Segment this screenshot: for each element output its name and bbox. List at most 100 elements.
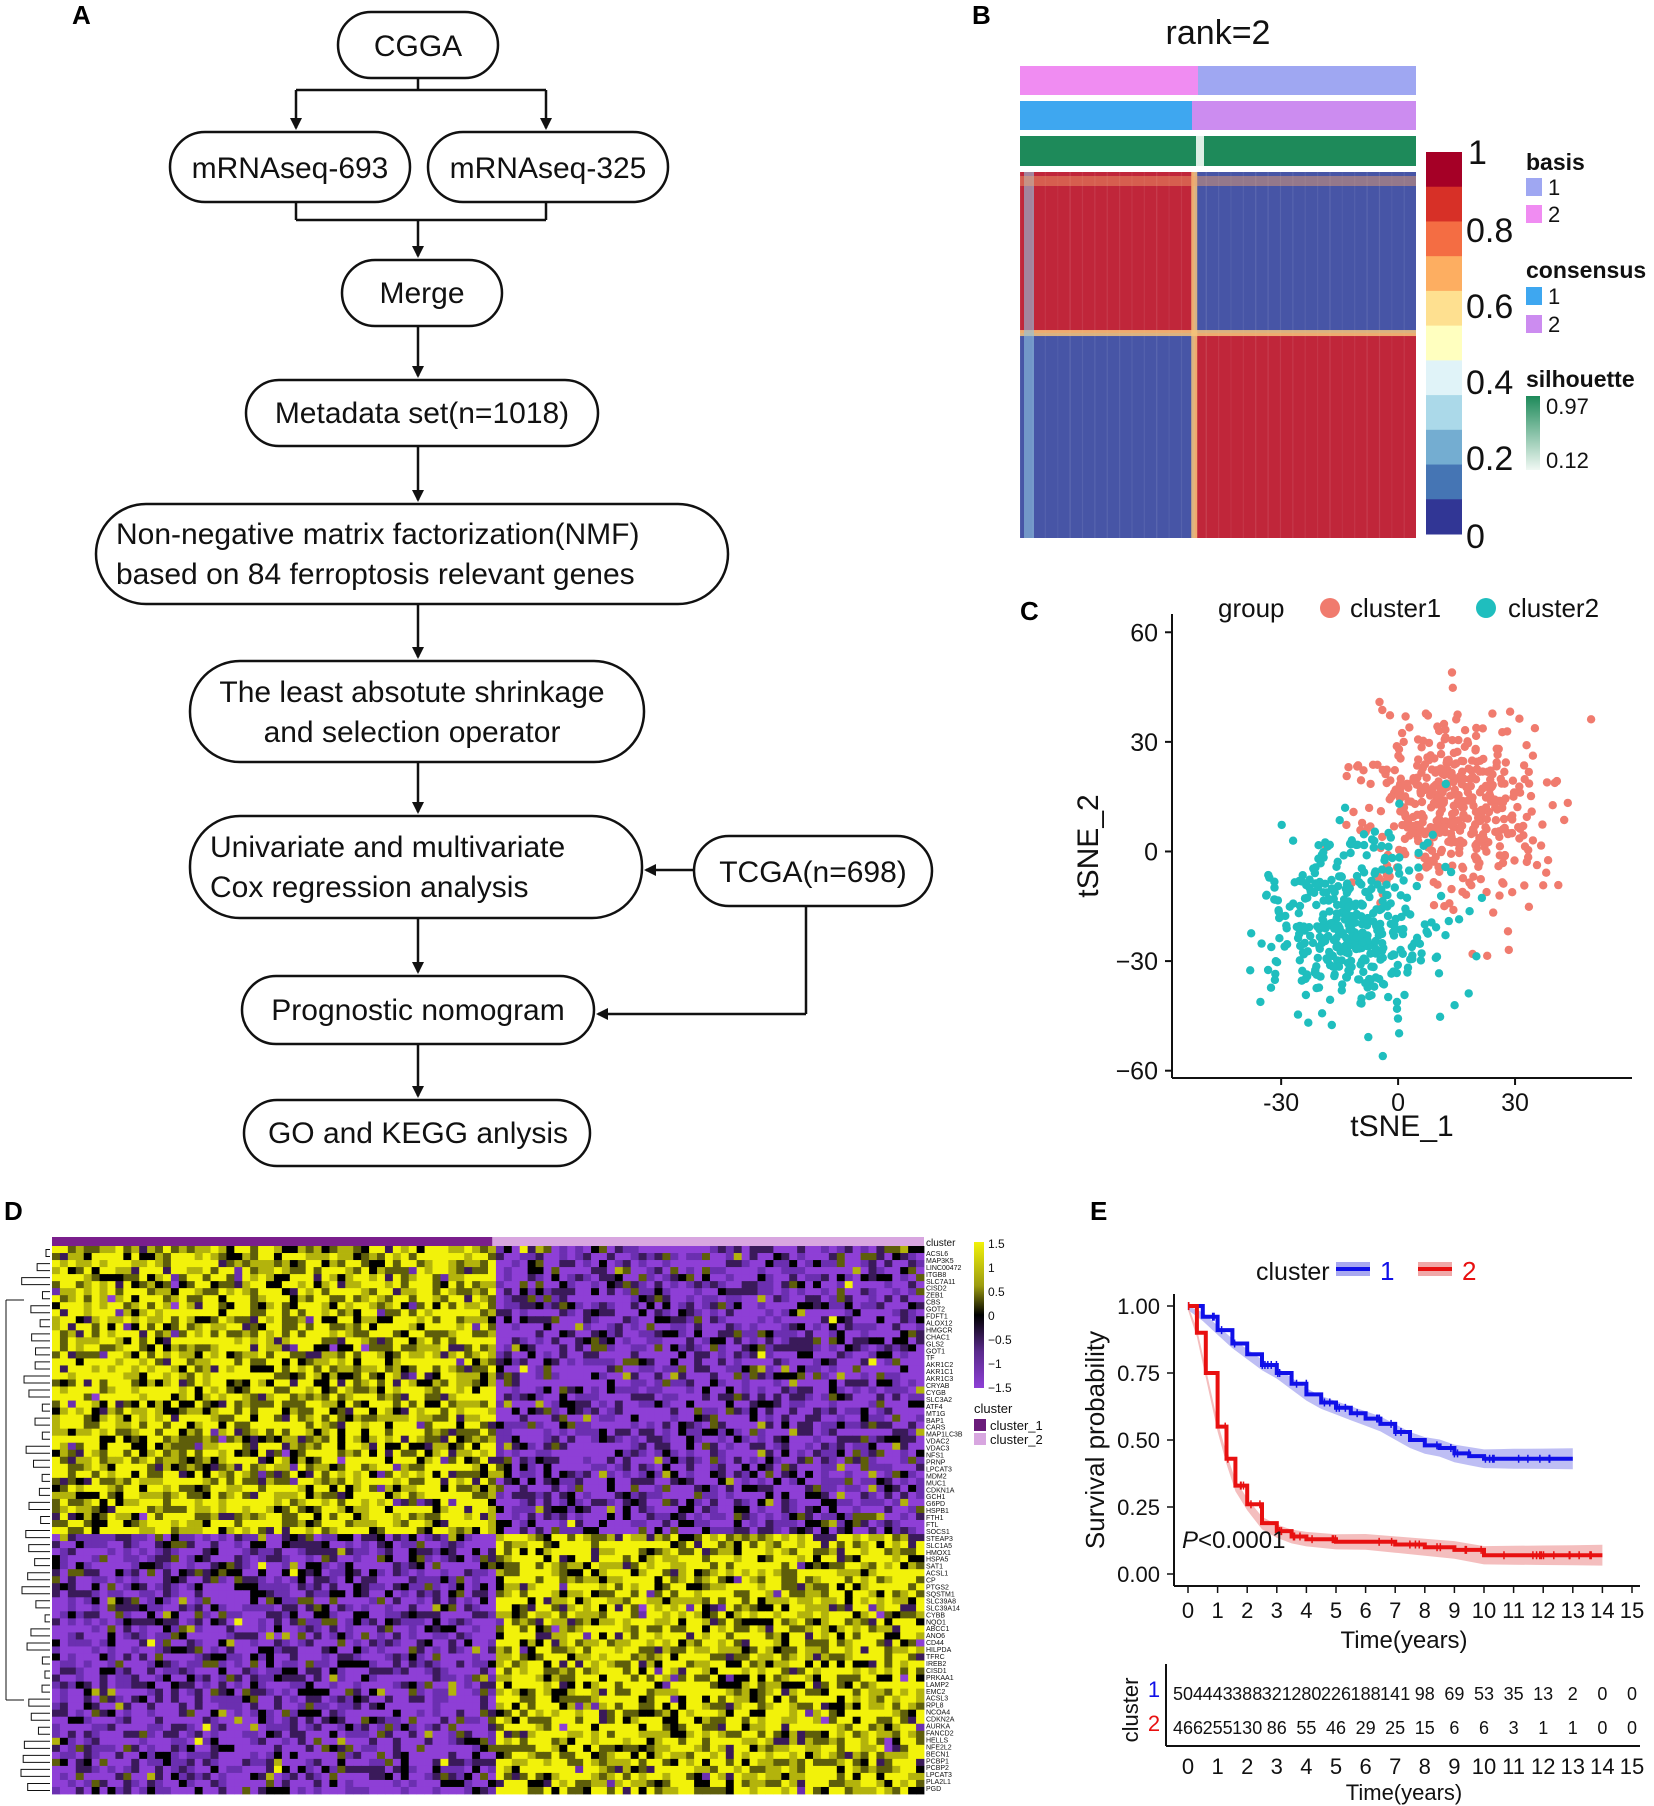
heatmap-cell [805, 1281, 814, 1289]
heatmap-cell [448, 1358, 457, 1366]
heatmap-cell [178, 1323, 188, 1331]
heatmap-cell [377, 1274, 386, 1282]
heatmap-cell [107, 1274, 116, 1282]
heatmap-cell [646, 1442, 655, 1451]
heatmap-cell [464, 1449, 473, 1458]
heatmap-cell [503, 1435, 513, 1444]
heatmap-cell [773, 1407, 782, 1416]
heatmap-cell [353, 1246, 362, 1254]
heatmap-cell [876, 1281, 885, 1289]
heatmap-cell [258, 1253, 267, 1261]
tsne-point-cluster1 [1475, 767, 1485, 776]
tsne-point-cluster2 [1270, 895, 1280, 904]
heatmap-cell [464, 1260, 473, 1268]
heatmap-cell [194, 1407, 204, 1416]
heatmap-cell [91, 1449, 100, 1458]
heatmap-cell [622, 1421, 632, 1430]
tsne-point-cluster1 [1474, 862, 1483, 871]
heatmap-cell [606, 1470, 616, 1479]
heatmap-cell [614, 1344, 624, 1352]
heatmap-cell [139, 1484, 148, 1493]
heatmap-cell [900, 1372, 909, 1380]
heatmap-cell [202, 1246, 211, 1254]
heatmap-cell [583, 1435, 592, 1444]
heatmap-cell [305, 1358, 314, 1366]
colorbar-segment [1426, 360, 1462, 396]
heatmap-cell [717, 1260, 727, 1268]
heatmap-cell [733, 1456, 743, 1465]
heatmap-cell [432, 1330, 441, 1338]
heatmap-cell [503, 1267, 513, 1275]
heatmap-cell [377, 1337, 386, 1345]
heatmap-cell [369, 1421, 378, 1430]
tsne-y-label: tSNE_2 [1072, 794, 1105, 897]
heatmap-cell [456, 1295, 465, 1303]
tsne-point-cluster2 [1301, 990, 1311, 1000]
heatmap-cell [630, 1421, 640, 1430]
consensus-block-1-1 [1020, 172, 1195, 334]
heatmap-cell [567, 1365, 576, 1373]
heatmap-cell [408, 1246, 418, 1254]
heatmap-cell [820, 1372, 830, 1380]
heatmap-cell [495, 1435, 505, 1444]
panel-letter-e: E [1090, 1196, 1107, 1226]
heatmap-cell [250, 1295, 259, 1303]
heatmap-cell [495, 1379, 505, 1387]
heatmap-cell [258, 1484, 267, 1493]
heatmap-cell [646, 1477, 655, 1486]
heatmap-cell [622, 1274, 632, 1282]
heatmap-cell [543, 1407, 552, 1416]
heatmap-cell [852, 1372, 861, 1380]
heatmap-cell [178, 1435, 188, 1444]
heatmap-cell [702, 1470, 711, 1479]
heatmap-cell [868, 1309, 877, 1317]
heatmap-cell [495, 1351, 505, 1359]
heatmap-cell [162, 1316, 172, 1324]
heatmap-cell [900, 1442, 909, 1451]
tsne-point-cluster2 [1386, 899, 1395, 908]
heatmap-cell [107, 1337, 116, 1345]
heatmap-cell [361, 1414, 370, 1423]
heatmap-cell [717, 1414, 727, 1423]
heatmap-cell [765, 1281, 774, 1289]
heatmap-cell [202, 1337, 211, 1345]
heatmap-cell [218, 1330, 227, 1338]
heatmap-cell [820, 1365, 830, 1373]
heatmap-cell [630, 1323, 640, 1331]
heatmap-cell [646, 1414, 655, 1423]
heatmap-cell [83, 1414, 93, 1423]
heatmap-cell [622, 1428, 632, 1437]
heatmap-cell [876, 1477, 885, 1486]
tsne-point-cluster2 [1382, 880, 1391, 889]
heatmap-cell [678, 1414, 687, 1423]
heatmap-cell [361, 1456, 370, 1465]
heatmap-cell [789, 1358, 798, 1366]
heatmap-cell [781, 1260, 790, 1268]
heatmap-cell [884, 1407, 893, 1416]
heatmap-cell [868, 1449, 877, 1458]
heatmap-cell [400, 1260, 410, 1268]
heatmap-cell [297, 1386, 307, 1394]
heatmap-cell [892, 1316, 901, 1324]
heatmap-cell [59, 1386, 69, 1394]
tsne-point-cluster2 [1404, 866, 1414, 875]
heatmap-cell [369, 1351, 378, 1359]
heatmap-cell [115, 1428, 124, 1437]
heatmap-cell [139, 1456, 148, 1465]
heatmap-cell [194, 1316, 204, 1324]
heatmap-cell [662, 1372, 671, 1380]
heatmap-cell [535, 1421, 544, 1430]
heatmap-cell [83, 1442, 93, 1451]
heatmap-cell [495, 1316, 505, 1324]
heatmap-cell [551, 1470, 560, 1479]
heatmap-cell [99, 1414, 108, 1423]
heatmap-cell [511, 1316, 521, 1324]
heatmap-cell [662, 1323, 671, 1331]
heatmap-cell [662, 1260, 671, 1268]
heatmap-cell [59, 1442, 69, 1451]
heatmap-cell [598, 1386, 608, 1394]
heatmap-cell [598, 1295, 608, 1303]
heatmap-cell [107, 1414, 116, 1423]
heatmap-cell [646, 1428, 655, 1437]
tsne-point-cluster1 [1471, 731, 1481, 741]
